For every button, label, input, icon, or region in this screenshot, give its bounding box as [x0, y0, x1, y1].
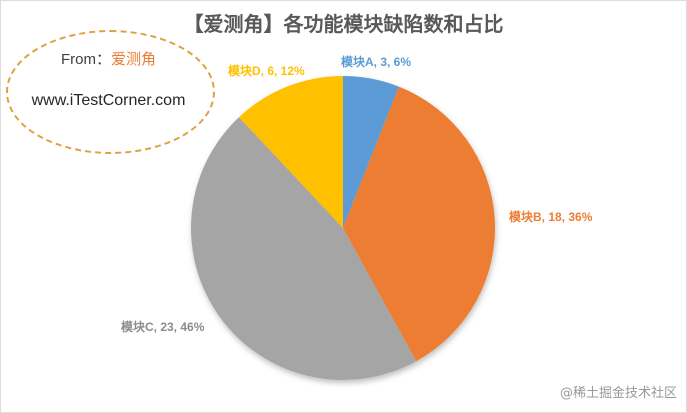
source-oval [6, 30, 215, 154]
data-label: 模块B, 18, 36% [509, 210, 593, 224]
data-label: 模块D, 6, 12% [228, 64, 305, 78]
pie-slice-模块C [191, 117, 417, 380]
pie-slice-模块D [238, 76, 343, 228]
data-label: 模块A, 3, 6% [341, 55, 412, 69]
pie-slice-模块B [343, 86, 495, 362]
source-name: 爱测角 [110, 51, 156, 68]
data-label: 模块C, 23, 46% [121, 320, 205, 334]
from-label: From： [60, 51, 111, 68]
chart-title: 【爱测角】各功能模块缺陷数和占比 [183, 12, 504, 36]
watermark: @稀土掘金技术社区 [559, 386, 677, 401]
source-from: From：爱测角 [0, 48, 217, 69]
source-site: www.iTestCorner.com [31, 92, 186, 109]
pie-slice-模块A [343, 76, 399, 228]
